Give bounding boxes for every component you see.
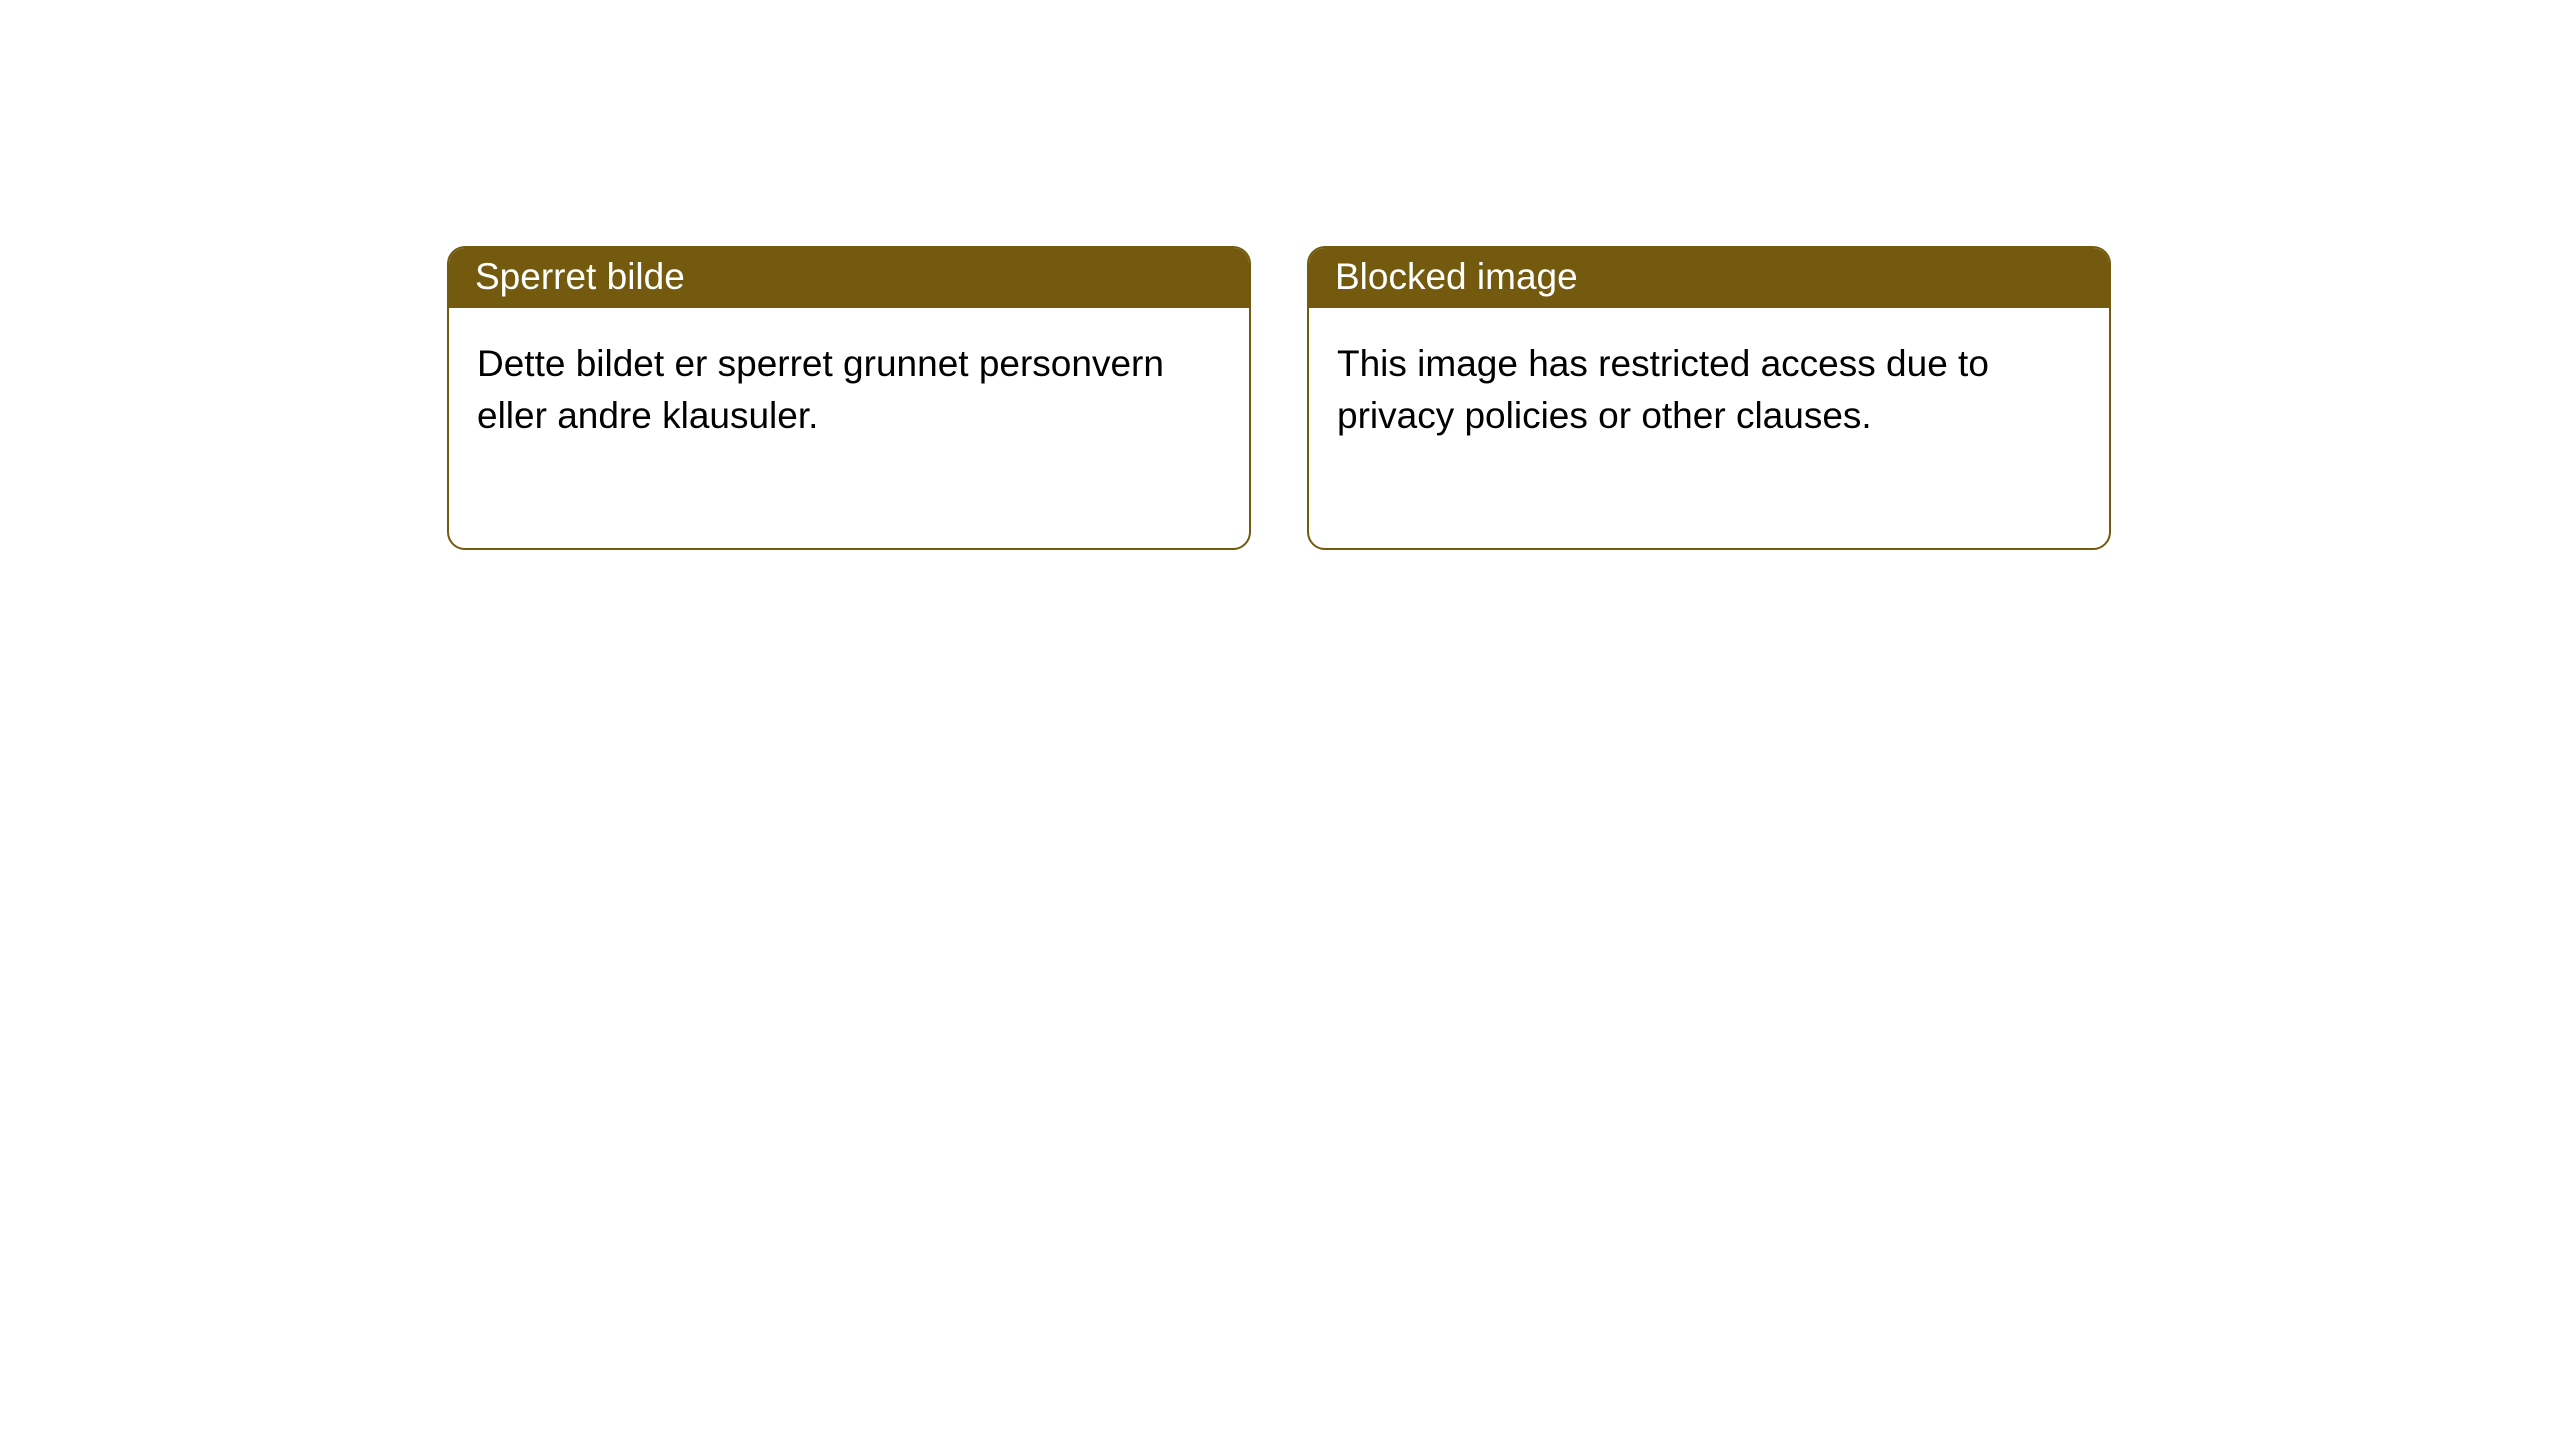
notice-text: This image has restricted access due to … xyxy=(1337,343,1989,436)
notice-card-en: Blocked image This image has restricted … xyxy=(1307,246,2111,550)
notice-title: Sperret bilde xyxy=(475,256,685,297)
notice-body-en: This image has restricted access due to … xyxy=(1309,308,2109,548)
notice-card-no: Sperret bilde Dette bildet er sperret gr… xyxy=(447,246,1251,550)
notice-title: Blocked image xyxy=(1335,256,1578,297)
notice-body-no: Dette bildet er sperret grunnet personve… xyxy=(449,308,1249,548)
notice-text: Dette bildet er sperret grunnet personve… xyxy=(477,343,1164,436)
notice-header-no: Sperret bilde xyxy=(449,248,1249,308)
notice-header-en: Blocked image xyxy=(1309,248,2109,308)
notice-container: Sperret bilde Dette bildet er sperret gr… xyxy=(447,246,2111,550)
